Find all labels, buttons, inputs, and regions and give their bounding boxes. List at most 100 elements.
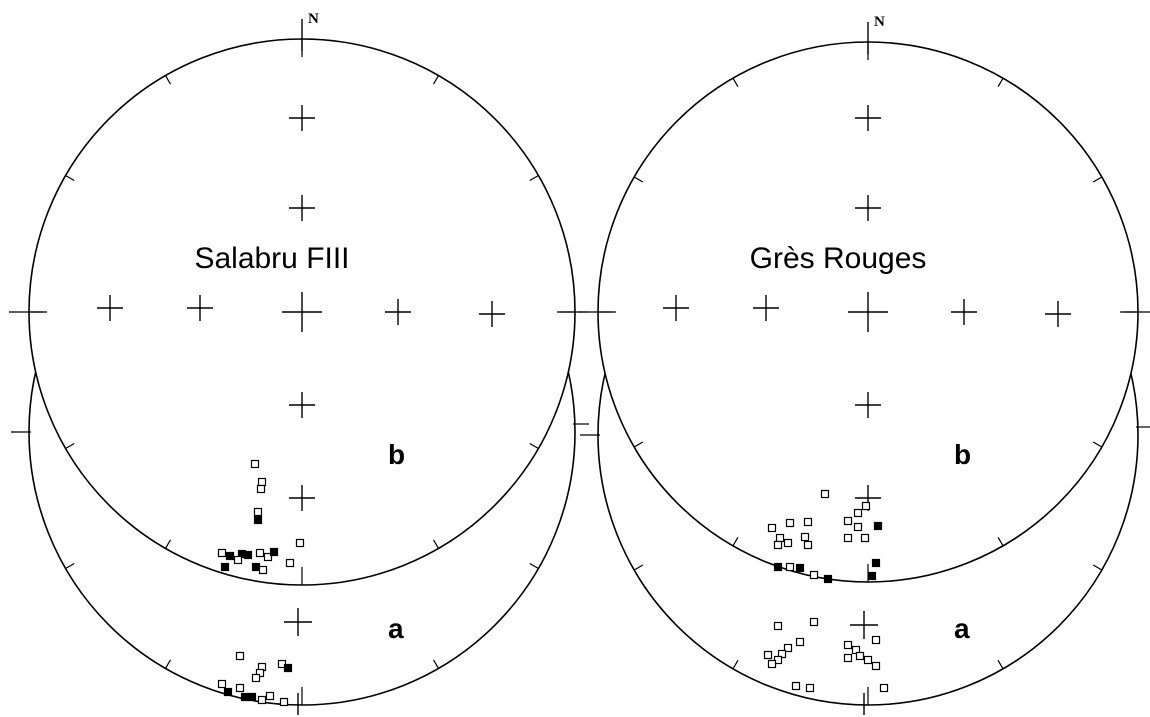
pole-b xyxy=(217,548,227,558)
rim-tick xyxy=(633,441,644,448)
pole-a xyxy=(235,683,245,693)
pole-b xyxy=(220,562,230,572)
rim-tick xyxy=(65,562,75,570)
pole-b xyxy=(773,540,783,550)
rim-tick xyxy=(1092,176,1103,183)
panel-title: Salabru FIII xyxy=(194,242,349,275)
pole-a xyxy=(773,621,783,631)
pole-b xyxy=(775,533,785,543)
rim-tick xyxy=(432,539,440,549)
north-label: N xyxy=(308,11,319,27)
pole-a xyxy=(879,683,889,693)
pole-b xyxy=(873,521,883,531)
rim-tick xyxy=(164,75,172,85)
pole-a xyxy=(871,635,881,645)
label-a: a xyxy=(954,613,970,644)
pole-b xyxy=(867,571,877,581)
pole-b xyxy=(251,562,261,572)
pole-b xyxy=(783,538,793,548)
pole-a xyxy=(855,651,865,661)
pole-a xyxy=(247,692,257,702)
pole-b xyxy=(785,518,795,528)
pole-b xyxy=(257,477,267,487)
pole-a xyxy=(235,651,245,661)
pole-b xyxy=(256,484,266,494)
pole-a xyxy=(863,655,873,665)
rim-tick xyxy=(164,539,172,549)
pole-b xyxy=(853,508,863,518)
pole-b xyxy=(773,562,783,572)
pole-b xyxy=(803,517,813,527)
pole-b xyxy=(795,563,805,573)
stereonet-panel: N Salabru FIII b a xyxy=(9,11,589,715)
rim-tick xyxy=(164,659,172,669)
pole-b xyxy=(243,550,253,560)
pole-a xyxy=(795,637,805,647)
pole-a xyxy=(783,643,793,653)
pole-a xyxy=(763,650,773,660)
pole-b xyxy=(253,515,263,525)
rim-tick xyxy=(633,564,644,571)
pole-b xyxy=(861,501,871,511)
rim-tick xyxy=(997,77,1004,88)
rim-tick xyxy=(65,174,75,182)
label-a: a xyxy=(388,613,404,644)
pole-a xyxy=(251,673,261,683)
pole-b xyxy=(853,522,863,532)
rim-tick xyxy=(732,659,739,670)
rim-tick xyxy=(997,659,1004,670)
pole-b xyxy=(255,548,265,558)
pole-b xyxy=(263,552,273,562)
label-b: b xyxy=(954,439,971,470)
pole-b xyxy=(785,562,795,572)
north-label: N xyxy=(874,14,885,30)
pole-b xyxy=(823,574,833,584)
panel-title: Grès Rouges xyxy=(750,242,927,275)
rim-tick xyxy=(65,442,75,450)
pole-a xyxy=(283,663,293,673)
pole-b xyxy=(800,532,810,542)
rim-tick xyxy=(529,442,539,450)
pole-a xyxy=(791,681,801,691)
rim-tick xyxy=(997,536,1004,547)
rim-tick xyxy=(732,77,739,88)
pole-b xyxy=(809,570,819,580)
pole-a xyxy=(805,683,815,693)
rim-tick xyxy=(432,659,440,669)
pole-b xyxy=(871,558,881,568)
pole-a xyxy=(217,679,227,689)
pole-a xyxy=(809,617,819,627)
pole-b xyxy=(843,516,853,526)
rim-tick xyxy=(529,174,539,182)
pole-b xyxy=(820,489,830,499)
rim-tick xyxy=(432,75,440,85)
pole-b xyxy=(258,565,268,575)
rim-tick xyxy=(1092,441,1103,448)
label-b: b xyxy=(388,439,405,470)
pole-b xyxy=(295,538,305,548)
pole-a xyxy=(223,687,233,697)
pole-b xyxy=(250,459,260,469)
pole-b xyxy=(767,523,777,533)
pole-b xyxy=(860,533,870,543)
pole-b xyxy=(269,547,279,557)
pole-a xyxy=(843,640,853,650)
pole-a xyxy=(767,659,777,669)
pole-b xyxy=(285,558,295,568)
pole-a xyxy=(871,661,881,671)
rim-tick xyxy=(633,176,644,183)
pole-a xyxy=(265,691,275,701)
pole-b xyxy=(843,533,853,543)
rim-tick xyxy=(529,562,539,570)
pole-a xyxy=(240,692,250,702)
rim-tick xyxy=(1092,564,1103,571)
pole-a xyxy=(843,653,853,663)
pole-b xyxy=(233,555,243,565)
pole-b xyxy=(225,551,235,561)
rim-tick xyxy=(732,536,739,547)
stereonet-panel: N Grès Rouges b a xyxy=(578,14,1150,715)
pole-a xyxy=(257,695,267,705)
pole-b xyxy=(253,507,263,517)
